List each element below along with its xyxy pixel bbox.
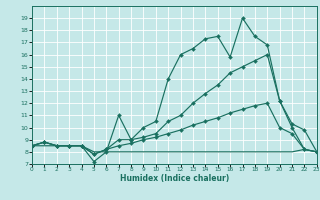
X-axis label: Humidex (Indice chaleur): Humidex (Indice chaleur) (120, 174, 229, 183)
